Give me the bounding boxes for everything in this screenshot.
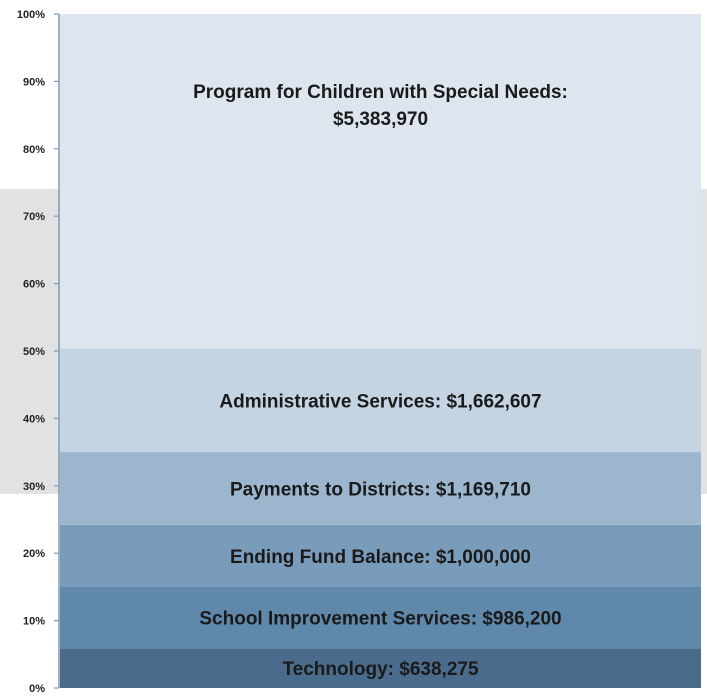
bar-segment-5 xyxy=(60,14,701,349)
bar-segment-1 xyxy=(60,587,701,649)
segment-label-1: School Improvement Services: $986,200 xyxy=(199,609,561,630)
y-tick-label: 60% xyxy=(23,279,45,291)
y-tick-label: 0% xyxy=(29,683,45,692)
y-tick-label: 40% xyxy=(23,413,45,425)
y-tick-label: 80% xyxy=(23,144,45,156)
segment-label-5: Program for Children with Special Needs:… xyxy=(193,82,568,130)
bar-segments xyxy=(60,14,701,688)
y-tick-label: 100% xyxy=(17,9,45,21)
y-axis: 0% 10% 20% 30% 40% 50% 60% 70% 80% 90% 100% xyxy=(17,9,60,695)
y-tick-label: 30% xyxy=(23,481,45,493)
segment-label-3: Payments to Districts: $1,169,710 xyxy=(230,479,531,500)
y-tick-label: 10% xyxy=(23,616,45,628)
segment-label-2: Ending Fund Balance: $1,000,000 xyxy=(230,547,531,568)
segment-labels: Technology: $638,275 School Improvement S… xyxy=(193,82,568,680)
y-tick-label: 70% xyxy=(23,211,45,223)
bar-segment-3 xyxy=(60,452,701,525)
bar-segment-2 xyxy=(60,524,701,588)
segment-label-0: Technology: $638,275 xyxy=(282,659,478,680)
bar-segment-4 xyxy=(60,348,701,453)
y-tick-label: 50% xyxy=(23,346,45,358)
y-tick-label: 90% xyxy=(23,76,45,88)
y-tick-label: 20% xyxy=(23,548,45,560)
segment-label-4: Administrative Services: $1,662,607 xyxy=(219,391,541,412)
bar-segment-0 xyxy=(60,648,701,688)
